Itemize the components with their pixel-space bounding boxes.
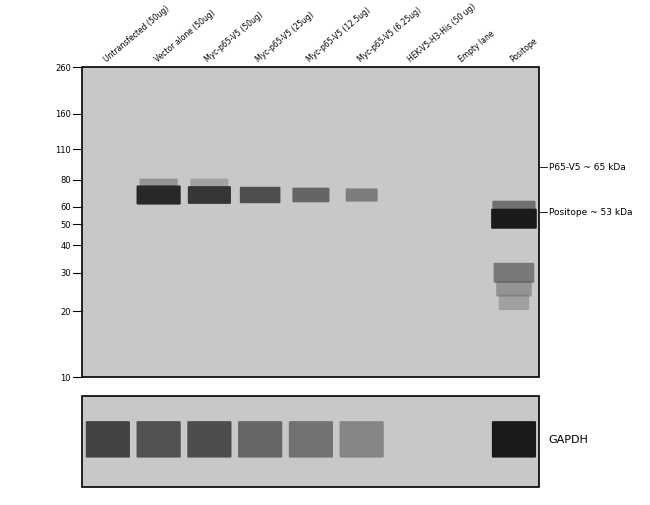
- Text: 60: 60: [60, 203, 71, 212]
- FancyBboxPatch shape: [339, 421, 384, 458]
- FancyBboxPatch shape: [493, 201, 536, 215]
- Text: 20: 20: [60, 308, 71, 316]
- FancyBboxPatch shape: [86, 421, 130, 458]
- FancyBboxPatch shape: [492, 421, 536, 458]
- FancyBboxPatch shape: [346, 189, 378, 202]
- FancyBboxPatch shape: [188, 187, 231, 205]
- Text: Vector alone (50ug): Vector alone (50ug): [153, 8, 216, 64]
- FancyBboxPatch shape: [493, 263, 534, 283]
- FancyBboxPatch shape: [83, 68, 540, 378]
- FancyBboxPatch shape: [136, 186, 181, 205]
- Text: 160: 160: [55, 110, 71, 119]
- Text: Myc-p65-V5 (12.5ug): Myc-p65-V5 (12.5ug): [305, 6, 372, 64]
- Text: 260: 260: [55, 64, 71, 73]
- Text: Positope ~ 53 kDa: Positope ~ 53 kDa: [549, 208, 632, 217]
- FancyBboxPatch shape: [499, 295, 529, 311]
- FancyBboxPatch shape: [190, 179, 228, 189]
- FancyBboxPatch shape: [187, 421, 231, 458]
- FancyBboxPatch shape: [83, 396, 540, 487]
- FancyBboxPatch shape: [140, 179, 177, 189]
- Text: 40: 40: [60, 241, 71, 250]
- Text: 110: 110: [55, 145, 71, 155]
- Text: GAPDH: GAPDH: [549, 434, 589, 444]
- Text: Myc-p65-V5 (6.25ug): Myc-p65-V5 (6.25ug): [356, 6, 423, 64]
- Text: Empty lane: Empty lane: [458, 29, 497, 64]
- Text: P65-V5 ~ 65 kDa: P65-V5 ~ 65 kDa: [549, 163, 625, 172]
- FancyBboxPatch shape: [238, 421, 282, 458]
- FancyBboxPatch shape: [240, 187, 280, 204]
- FancyBboxPatch shape: [136, 421, 181, 458]
- Text: Untransfected (50ug): Untransfected (50ug): [102, 4, 171, 64]
- FancyBboxPatch shape: [496, 281, 532, 297]
- FancyBboxPatch shape: [289, 421, 333, 458]
- Text: HEK-V5-H3-His (50 ug): HEK-V5-H3-His (50 ug): [407, 2, 478, 64]
- Text: 80: 80: [60, 176, 71, 185]
- Text: Positope: Positope: [508, 36, 539, 64]
- Text: 10: 10: [60, 373, 71, 382]
- FancyBboxPatch shape: [292, 188, 330, 203]
- Text: 30: 30: [60, 269, 71, 278]
- Text: Myc-p65-V5 (25ug): Myc-p65-V5 (25ug): [254, 10, 316, 64]
- FancyBboxPatch shape: [491, 209, 537, 229]
- Text: Myc-p65-V5 (50ug): Myc-p65-V5 (50ug): [203, 10, 265, 64]
- Text: 50: 50: [60, 220, 71, 229]
